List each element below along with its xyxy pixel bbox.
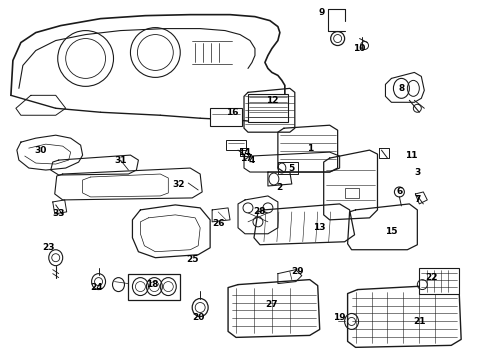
Text: 29: 29	[292, 267, 304, 276]
Text: 27: 27	[266, 300, 278, 309]
Text: 7: 7	[414, 195, 420, 204]
Bar	[226, 140, 246, 150]
Polygon shape	[132, 205, 210, 258]
Text: 21: 21	[413, 317, 426, 326]
Text: 23: 23	[43, 243, 55, 252]
Text: 18: 18	[146, 280, 159, 289]
Bar	[419, 268, 459, 293]
Bar	[248, 94, 288, 122]
Text: 17: 17	[240, 154, 252, 163]
Text: 20: 20	[192, 313, 204, 322]
Text: 4: 4	[249, 156, 255, 165]
Bar	[344, 188, 359, 198]
Text: 3: 3	[414, 167, 420, 176]
Text: 12: 12	[266, 96, 278, 105]
Text: 2: 2	[277, 184, 283, 193]
Text: 30: 30	[35, 145, 47, 154]
Text: 16: 16	[226, 108, 238, 117]
Text: 33: 33	[52, 210, 65, 219]
Text: 32: 32	[172, 180, 185, 189]
Text: 1: 1	[307, 144, 313, 153]
Polygon shape	[324, 150, 377, 220]
Bar	[210, 108, 242, 126]
Polygon shape	[254, 204, 355, 245]
Polygon shape	[244, 88, 295, 132]
Text: 22: 22	[425, 273, 438, 282]
Bar	[128, 274, 180, 300]
Polygon shape	[278, 125, 338, 172]
Text: 5: 5	[289, 163, 295, 172]
Polygon shape	[386, 72, 424, 102]
Text: 31: 31	[114, 156, 127, 165]
Polygon shape	[347, 204, 417, 250]
Text: 9: 9	[318, 8, 325, 17]
Text: 25: 25	[186, 255, 198, 264]
Text: 19: 19	[333, 313, 346, 322]
Text: 28: 28	[254, 207, 266, 216]
Text: 14: 14	[238, 148, 250, 157]
Text: 6: 6	[396, 188, 402, 197]
Text: 15: 15	[385, 227, 398, 236]
Text: 11: 11	[405, 150, 417, 159]
Text: 8: 8	[398, 84, 405, 93]
Text: 26: 26	[212, 219, 224, 228]
Text: 10: 10	[353, 44, 366, 53]
Polygon shape	[228, 280, 319, 337]
Polygon shape	[347, 285, 461, 347]
Text: 13: 13	[314, 223, 326, 232]
Text: 24: 24	[90, 283, 103, 292]
